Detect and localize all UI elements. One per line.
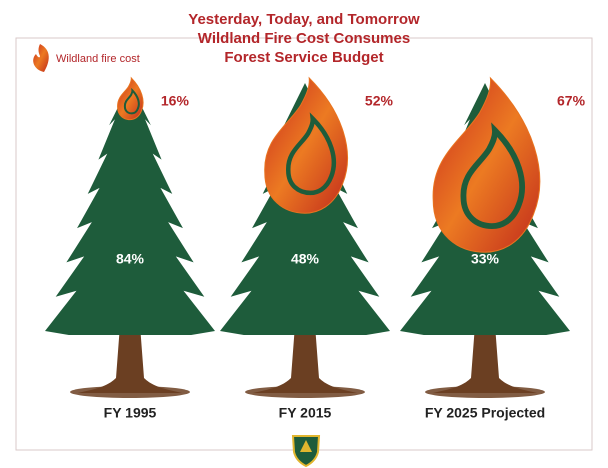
- tree-value-label: 33%: [471, 251, 500, 267]
- title: Yesterday, Today, and Tomorrow Wildland F…: [188, 11, 420, 66]
- usfs-logo: [293, 436, 319, 466]
- category-label: FY 2025 Projected: [425, 405, 545, 421]
- flame-value-label: 52%: [365, 93, 394, 109]
- category-label: FY 2015: [279, 405, 332, 421]
- chart-title: Wildland Fire Cost Consumes: [198, 30, 410, 47]
- chart-title: Forest Service Budget: [224, 49, 383, 66]
- category-label: FY 1995: [104, 405, 157, 421]
- chart-title: Yesterday, Today, and Tomorrow: [188, 11, 420, 28]
- tree-value-label: 84%: [116, 251, 145, 267]
- flame-value-label: 16%: [161, 93, 190, 109]
- legend-label: Wildland fire cost: [56, 53, 140, 65]
- legend-icon: [33, 44, 49, 72]
- flame-value-label: 67%: [557, 93, 586, 109]
- trunk: [78, 325, 182, 393]
- trunk: [433, 325, 537, 393]
- trunk: [253, 325, 357, 393]
- legend: Wildland fire cost: [33, 44, 140, 72]
- tree: [45, 83, 215, 335]
- tree-value-label: 48%: [291, 251, 320, 267]
- chart: Yesterday, Today, and Tomorrow Wildland F…: [0, 0, 608, 468]
